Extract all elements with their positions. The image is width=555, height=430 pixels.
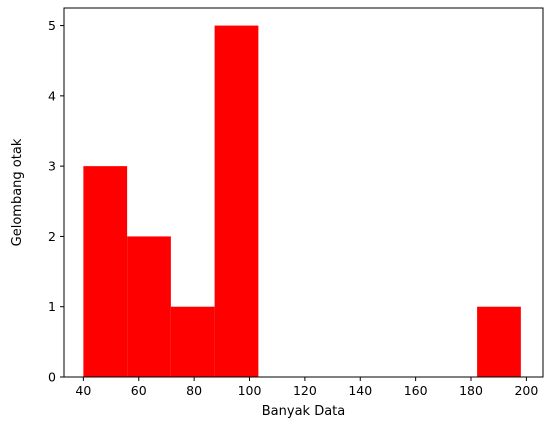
histogram-bar-3 <box>214 25 259 377</box>
histogram-bar-1 <box>127 236 171 377</box>
x-tick-label-5: 140 <box>348 383 372 398</box>
y-tick-label-0: 0 <box>48 370 56 385</box>
histogram-bar-9 <box>477 306 521 377</box>
x-tick-label-1: 60 <box>131 383 147 398</box>
y-tick-label-5: 5 <box>48 18 56 33</box>
histogram-bar-0 <box>83 166 128 377</box>
x-axis-label: Banyak Data <box>262 404 345 419</box>
plot-frame <box>63 7 544 378</box>
x-tick-label-8: 200 <box>514 383 538 398</box>
x-tick-label-4: 120 <box>293 383 317 398</box>
y-tick-label-2: 2 <box>48 229 56 244</box>
y-tick-label-3: 3 <box>48 159 56 174</box>
histogram-bar-2 <box>170 306 215 377</box>
x-tick-label-0: 40 <box>75 383 91 398</box>
ticks-layer: 40 60 80 100 120 140 160 180 200 0 1 2 3 4 5 <box>48 18 538 398</box>
bars-layer <box>83 25 521 377</box>
x-tick-label-2: 80 <box>186 383 202 398</box>
y-tick-label-4: 4 <box>48 88 56 103</box>
x-tick-label-6: 160 <box>404 383 428 398</box>
y-axis-label: Gelombang otak <box>10 138 25 246</box>
x-tick-label-3: 100 <box>238 383 262 398</box>
x-tick-label-7: 180 <box>459 383 483 398</box>
y-tick-label-1: 1 <box>48 299 56 314</box>
